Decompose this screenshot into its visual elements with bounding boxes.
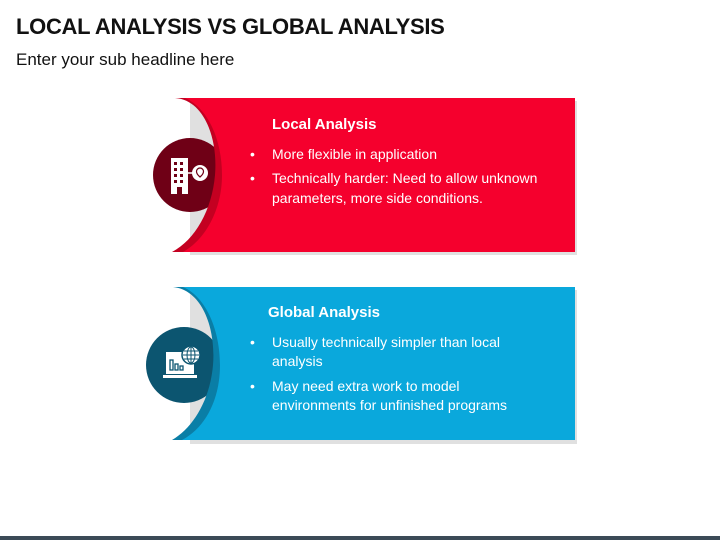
local-bullet: Technically harder: Need to allow unknow… [246, 169, 566, 208]
global-heading: Global Analysis [268, 304, 380, 321]
global-bullet: Usually technically simpler than local a… [246, 333, 546, 372]
slide-title: LOCAL ANALYSIS VS GLOBAL ANALYSIS [16, 14, 445, 39]
local-bullet: More flexible in application [246, 145, 566, 165]
local-heading: Local Analysis [272, 116, 377, 133]
laptop-globe-chart-icon [163, 345, 201, 378]
local-analysis-card: Local Analysis More flexible in applicat… [246, 115, 566, 213]
footer-bar [0, 536, 720, 540]
global-analysis-card: Global Analysis Usually technically simp… [246, 303, 546, 421]
slide-subtitle: Enter your sub headline here [16, 50, 235, 69]
building-location-icon [171, 158, 208, 194]
global-bullet: May need extra work to model environment… [246, 377, 546, 416]
